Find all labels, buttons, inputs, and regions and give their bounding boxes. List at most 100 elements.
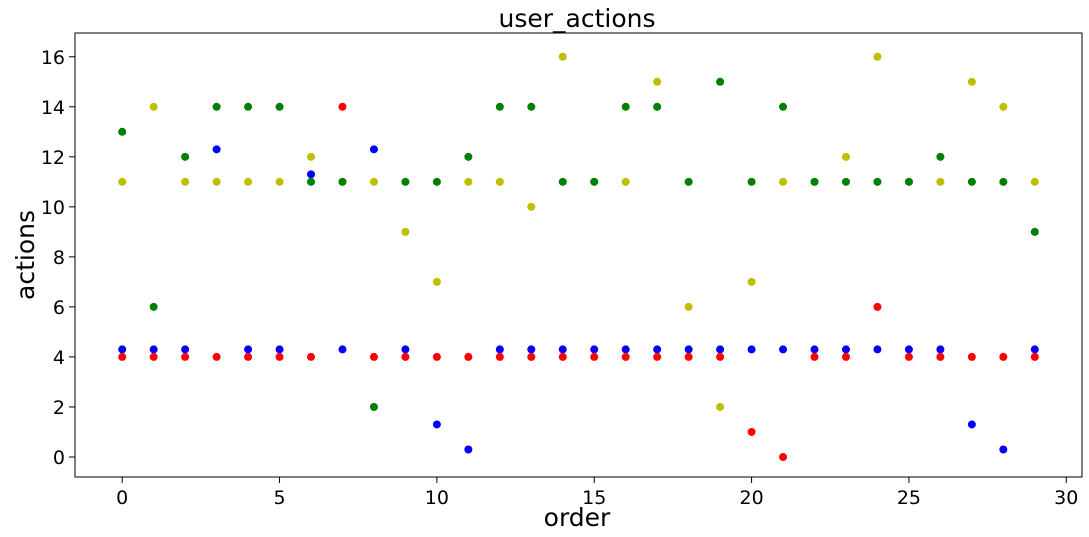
- data-point: [244, 177, 253, 186]
- data-point: [716, 77, 725, 86]
- x-tick-label: 20: [739, 487, 763, 509]
- data-point: [401, 352, 410, 361]
- points-layer: [118, 52, 1039, 461]
- data-point: [590, 352, 599, 361]
- data-point: [149, 352, 158, 361]
- data-point: [904, 352, 913, 361]
- data-point: [464, 177, 473, 186]
- data-point: [432, 277, 441, 286]
- data-point: [401, 345, 410, 354]
- data-point: [149, 302, 158, 311]
- data-point: [1030, 352, 1039, 361]
- data-point: [558, 177, 567, 186]
- data-point: [779, 177, 788, 186]
- data-point: [967, 420, 976, 429]
- data-point: [275, 177, 284, 186]
- data-point: [338, 345, 347, 354]
- data-point: [149, 345, 158, 354]
- data-point: [873, 177, 882, 186]
- y-tick-label: 8: [53, 247, 65, 269]
- data-point: [1030, 177, 1039, 186]
- data-point: [212, 102, 221, 111]
- data-point: [118, 345, 127, 354]
- data-point: [118, 177, 127, 186]
- data-point: [999, 352, 1008, 361]
- data-point: [464, 352, 473, 361]
- y-tick-label: 2: [53, 397, 65, 419]
- data-point: [653, 345, 662, 354]
- data-point: [1030, 345, 1039, 354]
- data-point: [495, 177, 504, 186]
- data-point: [1030, 227, 1039, 236]
- y-tick-label: 0: [53, 447, 65, 469]
- data-point: [936, 352, 945, 361]
- data-point: [779, 345, 788, 354]
- data-point: [936, 345, 945, 354]
- data-point: [841, 177, 850, 186]
- data-point: [149, 102, 158, 111]
- data-point: [653, 102, 662, 111]
- data-point: [967, 177, 976, 186]
- series-3: [118, 77, 1039, 411]
- data-point: [684, 352, 693, 361]
- data-point: [873, 302, 882, 311]
- data-point: [936, 177, 945, 186]
- data-point: [181, 352, 190, 361]
- data-point: [653, 77, 662, 86]
- data-point: [527, 202, 536, 211]
- x-tick-label: 15: [582, 487, 606, 509]
- data-point: [212, 177, 221, 186]
- data-point: [621, 102, 630, 111]
- data-point: [810, 352, 819, 361]
- data-point: [181, 345, 190, 354]
- data-point: [779, 452, 788, 461]
- data-point: [621, 352, 630, 361]
- data-point: [558, 345, 567, 354]
- series-1: [118, 102, 1039, 461]
- y-tick-label: 12: [41, 147, 65, 169]
- x-tick-label: 5: [274, 487, 286, 509]
- data-point: [873, 345, 882, 354]
- data-point: [904, 177, 913, 186]
- data-point: [527, 345, 536, 354]
- data-point: [275, 102, 284, 111]
- data-point: [495, 352, 504, 361]
- data-point: [118, 127, 127, 136]
- data-point: [432, 420, 441, 429]
- data-point: [495, 345, 504, 354]
- data-point: [401, 227, 410, 236]
- x-tick-label: 25: [897, 487, 921, 509]
- data-point: [244, 352, 253, 361]
- data-point: [369, 145, 378, 154]
- data-point: [590, 177, 599, 186]
- data-point: [684, 302, 693, 311]
- data-point: [118, 352, 127, 361]
- data-point: [369, 352, 378, 361]
- y-axis-label: actions: [11, 210, 40, 300]
- data-point: [369, 402, 378, 411]
- data-point: [716, 402, 725, 411]
- data-point: [527, 102, 536, 111]
- data-point: [464, 445, 473, 454]
- data-point: [999, 102, 1008, 111]
- data-point: [590, 345, 599, 354]
- data-point: [275, 345, 284, 354]
- data-point: [527, 352, 536, 361]
- data-point: [401, 177, 410, 186]
- y-tick-label: 14: [41, 97, 65, 119]
- data-point: [684, 345, 693, 354]
- x-axis: 0 5 10 15 20 25 30: [116, 477, 1078, 509]
- y-axis: 0 2 4 6 8 10 12 14 16: [41, 47, 75, 469]
- data-point: [621, 177, 630, 186]
- y-tick-label: 6: [53, 297, 65, 319]
- data-point: [684, 177, 693, 186]
- data-point: [338, 177, 347, 186]
- data-point: [338, 102, 347, 111]
- data-point: [181, 152, 190, 161]
- x-tick-label: 0: [116, 487, 128, 509]
- data-point: [432, 352, 441, 361]
- data-point: [999, 177, 1008, 186]
- data-point: [716, 352, 725, 361]
